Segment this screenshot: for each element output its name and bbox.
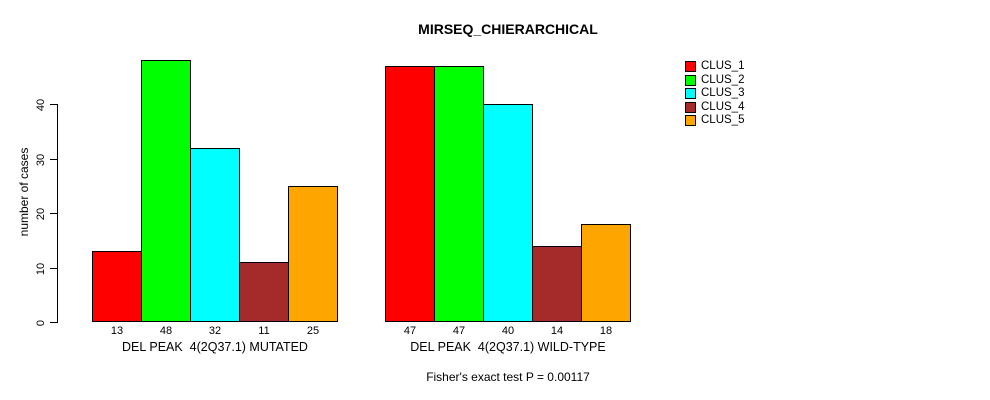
- x-axis-group-label: DEL PEAK 4(2Q37.1) WILD-TYPE: [410, 340, 606, 354]
- annotation-text: Fisher's exact test P = 0.00117: [426, 370, 590, 384]
- y-axis-title: number of cases: [17, 147, 31, 237]
- legend-label: CLUS_2: [701, 74, 745, 86]
- y-axis-tick-label: 10: [35, 262, 47, 275]
- bar-value-label: 32: [208, 325, 222, 337]
- bar-clus_5-group1: [288, 186, 338, 322]
- bar-value-label: 47: [452, 325, 466, 337]
- legend-label: CLUS_3: [701, 87, 745, 99]
- legend-label: CLUS_4: [701, 101, 745, 113]
- legend-label: CLUS_5: [701, 114, 745, 126]
- bar-clus_2-group1: [141, 60, 191, 322]
- y-axis-tick: [50, 159, 57, 160]
- legend-label: CLUS_1: [701, 60, 745, 72]
- bar-clus_4-group1: [239, 262, 289, 322]
- y-axis-tick-label: 30: [35, 153, 47, 166]
- bar-clus_1-group1: [92, 251, 142, 322]
- bar-value-label: 47: [403, 325, 417, 337]
- legend-swatch-clus_1: [685, 61, 696, 72]
- bar-clus_3-group1: [190, 148, 240, 322]
- y-axis-tick-label: 0: [35, 319, 47, 326]
- legend-swatch-clus_4: [685, 102, 696, 113]
- bar-value-label: 11: [258, 325, 270, 337]
- y-axis-tick: [50, 213, 57, 214]
- y-axis-tick: [50, 322, 57, 323]
- bar-value-label: 18: [599, 325, 613, 337]
- bar-clus_2-group2: [434, 66, 484, 322]
- legend-swatch-clus_5: [685, 115, 696, 126]
- y-axis-tick: [50, 268, 57, 269]
- bar-value-label: 48: [159, 325, 173, 337]
- bar-value-label: 13: [110, 325, 124, 337]
- chart-title: MIRSEQ_CHIERARCHICAL: [418, 21, 598, 37]
- x-axis-group-label: DEL PEAK 4(2Q37.1) MUTATED: [122, 340, 308, 354]
- legend-swatch-clus_2: [685, 75, 696, 86]
- bar-clus_1-group2: [385, 66, 435, 322]
- y-axis-tick-label: 40: [35, 98, 47, 111]
- y-axis-tick-label: 20: [35, 207, 47, 220]
- bar-value-label: 40: [501, 325, 515, 337]
- y-axis-line: [57, 104, 58, 323]
- bar-clus_3-group2: [483, 104, 533, 322]
- y-axis-tick: [50, 104, 57, 105]
- bar-value-label: 25: [306, 325, 320, 337]
- bar-clus_4-group2: [532, 246, 582, 322]
- bar-clus_5-group2: [581, 224, 631, 322]
- bar-value-label: 14: [550, 325, 564, 337]
- legend-swatch-clus_3: [685, 88, 696, 99]
